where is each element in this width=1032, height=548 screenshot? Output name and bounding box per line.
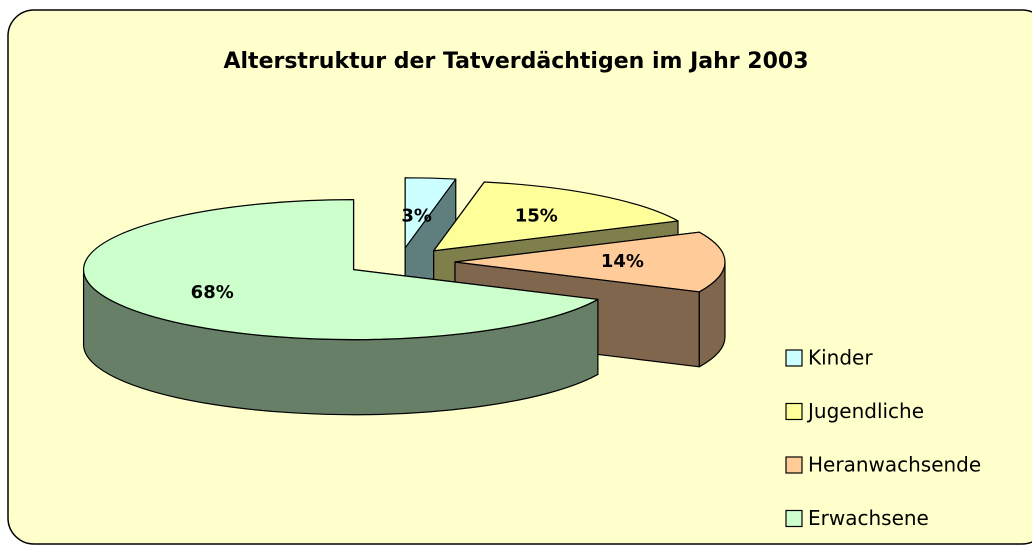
slice xyxy=(433,181,679,252)
legend-swatch xyxy=(785,509,803,528)
legend-swatch xyxy=(785,402,803,421)
value-label: 14% xyxy=(601,251,644,272)
slice-labels: 3% 15% 14% 68% xyxy=(191,205,644,302)
legend-label: Erwachsene xyxy=(808,506,929,530)
legend-swatch xyxy=(785,349,803,367)
chart-title: Alterstruktur der Tatverdächtigen im Jah… xyxy=(223,49,808,74)
legend-label: Heranwachsende xyxy=(808,453,981,477)
slice-tops xyxy=(82,177,726,341)
slice xyxy=(404,177,457,249)
slice xyxy=(454,231,726,293)
slice xyxy=(82,199,599,341)
value-label: 15% xyxy=(515,205,558,226)
legend-label: Kinder xyxy=(808,346,873,370)
value-label: 68% xyxy=(191,282,234,303)
legend-label: Jugendliche xyxy=(806,399,924,423)
legend-swatch xyxy=(785,456,803,474)
value-label: 3% xyxy=(401,205,432,226)
